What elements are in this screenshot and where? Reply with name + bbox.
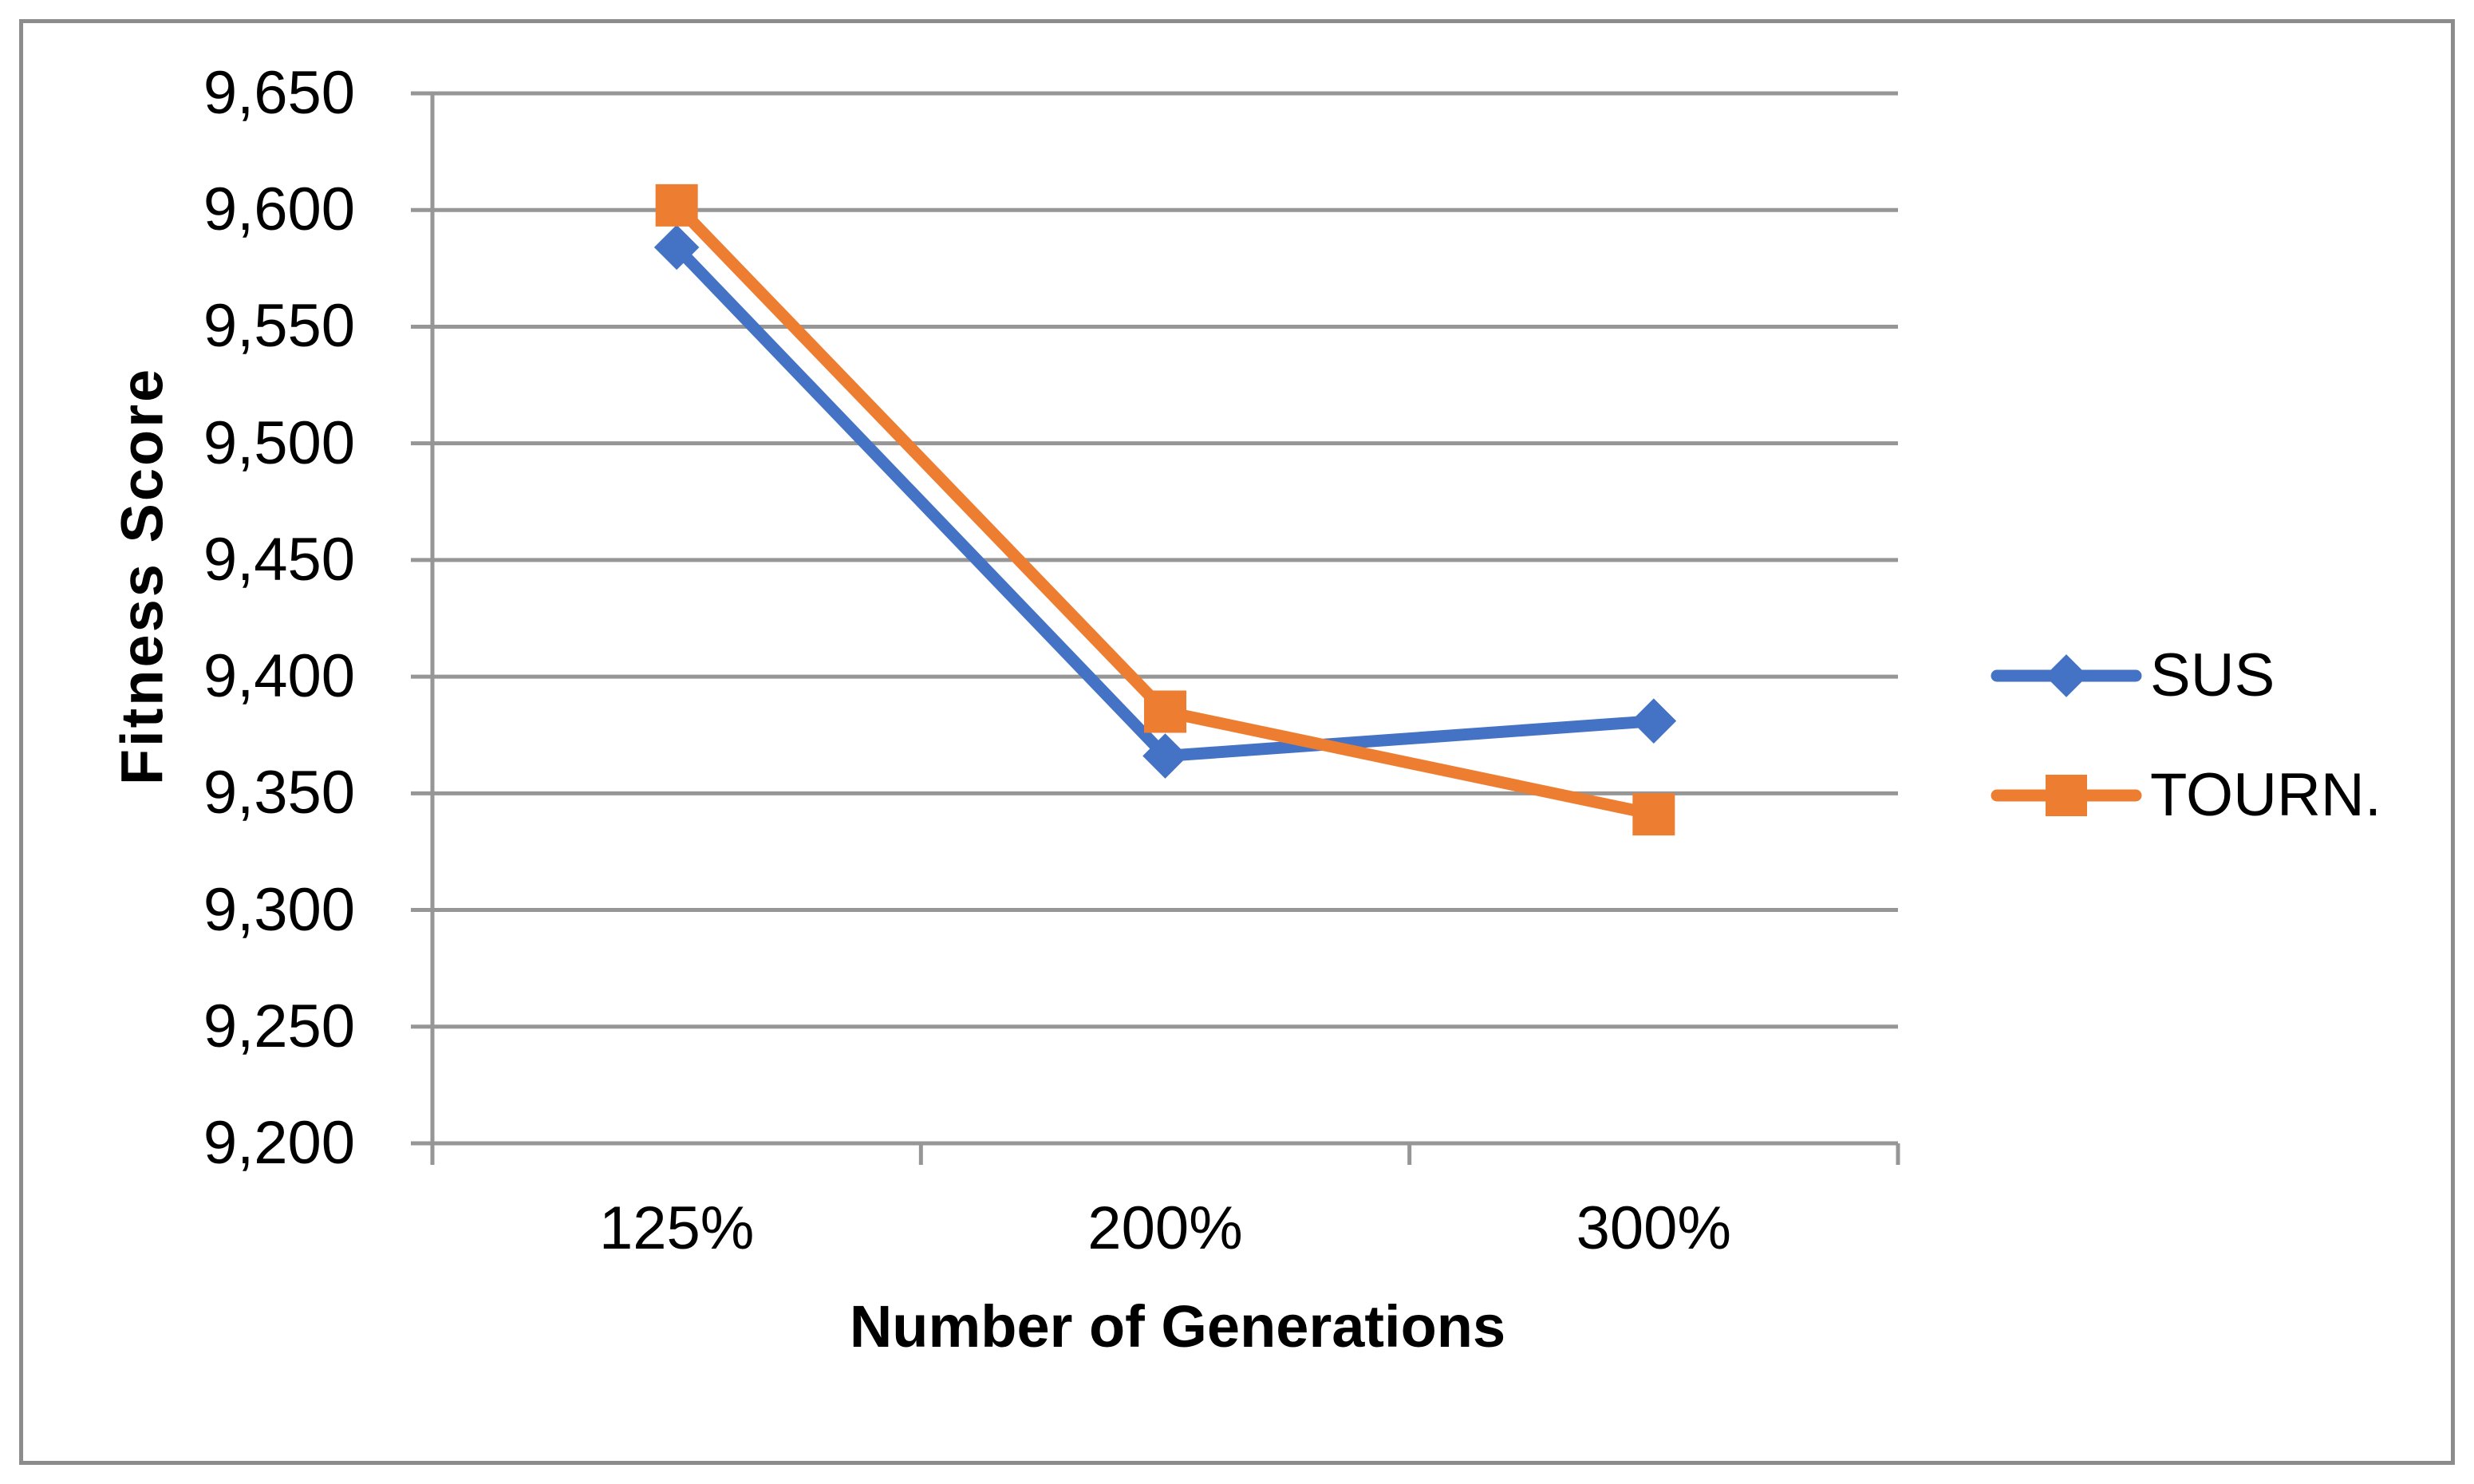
y-tick-label: 9,350 — [203, 759, 355, 827]
diamond-marker — [1142, 733, 1188, 779]
y-tick-label: 9,500 — [203, 408, 355, 477]
y-tick-label: 9,450 — [203, 525, 355, 594]
y-tick-label: 9,400 — [203, 642, 355, 711]
x-tick-label: 125% — [598, 1194, 755, 1262]
x-tick-label: 300% — [1576, 1194, 1732, 1262]
series-line-sus — [670, 241, 1660, 763]
legend-label: SUS — [2150, 641, 2275, 709]
y-tick-label: 9,200 — [203, 1109, 355, 1177]
square-marker — [1632, 793, 1675, 836]
legend-marker-square-icon — [1991, 775, 2142, 816]
square-marker — [1144, 690, 1186, 733]
legend-item-tourn: TOURN. — [1991, 753, 2381, 838]
square-marker — [655, 184, 698, 227]
y-tick-label: 9,250 — [203, 992, 355, 1060]
y-tick-label: 9,650 — [203, 59, 355, 127]
y-tick-label: 9,550 — [203, 292, 355, 361]
legend-item-sus: SUS — [1991, 633, 2275, 718]
legend-marker-diamond-icon — [1991, 654, 2142, 697]
x-tick-label: 200% — [1087, 1194, 1243, 1262]
y-tick-label: 9,600 — [203, 176, 355, 244]
y-tick-label: 9,300 — [203, 875, 355, 944]
x-axis-title: Number of Generations — [849, 1293, 1506, 1360]
diamond-marker — [1631, 698, 1677, 744]
legend-label: TOURN. — [2150, 761, 2381, 829]
